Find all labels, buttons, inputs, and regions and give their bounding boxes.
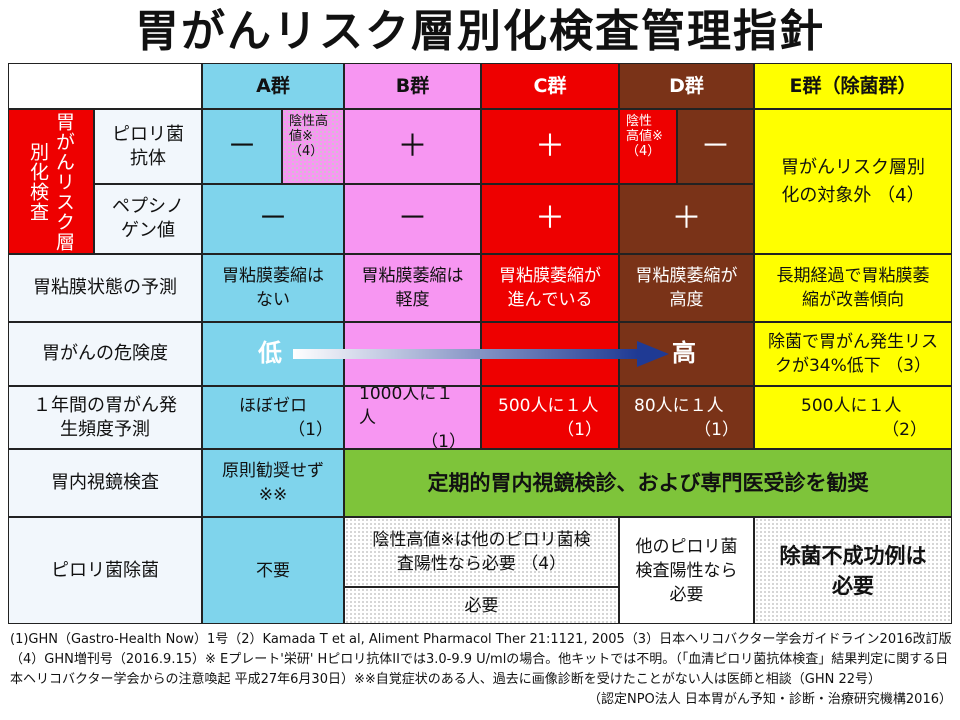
- guideline-table: A群 B群 C群 D群 E群（除菌群） 胃がんリスク層別化検査 ピロリ菌抗体 －…: [8, 63, 952, 624]
- c-mucosa: 胃粘膜萎縮が進んでいる: [481, 254, 619, 322]
- a-incidence-cell: ほぼゼロ （1）: [202, 386, 344, 449]
- a-antibody-negative-high-note: 陰性高値※（4）: [282, 109, 344, 184]
- c-incidence-cell: 500人に１人 （1）: [481, 386, 619, 449]
- header-group-e: E群（除菌群）: [754, 63, 952, 109]
- a-antibody-negative: －: [202, 109, 282, 184]
- d-antibody-negative-high-note: 陰性高値※（4）: [619, 109, 677, 184]
- a-pepsinogen-negative: －: [202, 184, 344, 254]
- page-title: 胃がんリスク層別化検査管理指針: [135, 6, 825, 57]
- risk-stratification-label: 胃がんリスク層別化検査: [8, 109, 94, 254]
- bc-eradication-top: 陰性高値※は他のピロリ菌検査陽性なら必要 （4）: [344, 517, 619, 587]
- b-incidence-ref: （1）: [421, 431, 466, 449]
- e-not-applicable: 胃がんリスク層別化の対象外 （4）: [754, 109, 952, 254]
- row-label-endoscopy: 胃内視鏡検査: [8, 449, 202, 517]
- danger-low-label: 低: [258, 339, 282, 367]
- e-mucosa: 長期経過で胃粘膜萎縮が改善傾向: [754, 254, 952, 322]
- header-group-d: D群: [619, 63, 754, 109]
- d-mucosa: 胃粘膜萎縮が高度: [619, 254, 754, 322]
- footnote-references: (1)GHN（Gastro-Health Now）1号（2）Kamada T e…: [10, 632, 952, 687]
- e-incidence-cell: 500人に１人 （2）: [754, 386, 952, 449]
- c-antibody-positive: ＋: [481, 109, 619, 184]
- b-pepsinogen-negative: －: [344, 184, 481, 254]
- a-eradication: 不要: [202, 517, 344, 624]
- a-incidence: ほぼゼロ: [239, 395, 307, 416]
- d-incidence: 80人に１人: [634, 395, 724, 416]
- header-blank: [8, 63, 202, 109]
- a-incidence-ref: （1）: [288, 419, 333, 440]
- row-label-eradication: ピロリ菌除菌: [8, 517, 202, 624]
- a-endoscopy: 原則勧奨せず※※: [202, 449, 344, 517]
- b-incidence-cell: 1000人に１人 （1）: [344, 386, 481, 449]
- danger-high-label: 高: [672, 339, 696, 367]
- b-incidence: 1000人に１人: [359, 386, 454, 428]
- header-group-b: B群: [344, 63, 481, 109]
- b-mucosa: 胃粘膜萎縮は軽度: [344, 254, 481, 322]
- e-incidence: 500人に１人: [801, 395, 902, 416]
- d-antibody-negative: －: [677, 109, 754, 184]
- e-danger: 除菌で胃がん発生リスクが34%低下 （3）: [754, 322, 952, 386]
- d-pepsinogen-positive: ＋: [619, 184, 754, 254]
- d-incidence-cell: 80人に１人 （1）: [619, 386, 754, 449]
- header-group-c: C群: [481, 63, 619, 109]
- a-mucosa: 胃粘膜萎縮はない: [202, 254, 344, 322]
- footnotes: (1)GHN（Gastro-Health Now）1号（2）Kamada T e…: [10, 630, 952, 710]
- c-incidence: 500人に１人: [498, 395, 599, 416]
- row-label-pepsinogen: ペプシノゲン値: [94, 184, 202, 254]
- endoscopy-recommendation: 定期的胃内視鏡検診、および専門医受診を勧奨: [344, 449, 952, 517]
- row-label-hp-antibody: ピロリ菌抗体: [94, 109, 202, 184]
- bc-eradication-bottom: 必要: [344, 587, 619, 624]
- footnote-organization: （認定NPO法人 日本胃がん予知・診断・治療研究機構2016）: [587, 692, 952, 707]
- d-eradication: 他のピロリ菌検査陽性なら必要: [619, 517, 754, 624]
- row-label-incidence: １年間の胃がん発生頻度予測: [8, 386, 202, 449]
- risk-arrow-icon: [293, 341, 669, 367]
- header-group-a: A群: [202, 63, 344, 109]
- e-incidence-ref: （2）: [882, 419, 927, 440]
- c-incidence-ref: （1）: [557, 419, 602, 440]
- d-incidence-ref: （1）: [694, 419, 739, 440]
- e-eradication: 除菌不成功例は必要: [754, 517, 952, 624]
- b-antibody-positive: ＋: [344, 109, 481, 184]
- row-label-mucosa: 胃粘膜状態の予測: [8, 254, 202, 322]
- c-pepsinogen-positive: ＋: [481, 184, 619, 254]
- row-label-danger: 胃がんの危険度: [8, 322, 202, 386]
